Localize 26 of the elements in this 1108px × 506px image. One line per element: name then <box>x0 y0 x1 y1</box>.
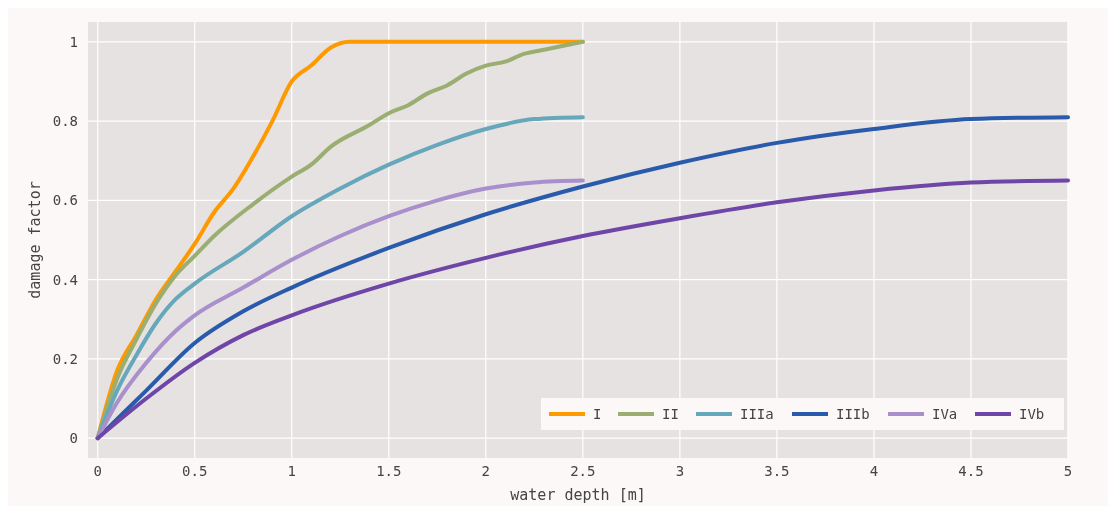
legend-label: IIIa <box>740 406 774 422</box>
x-tick-label: 3 <box>675 463 685 479</box>
x-tick-label: 4 <box>869 463 879 479</box>
legend-label: II <box>662 406 679 422</box>
y-axis-title: damage factor <box>26 181 44 299</box>
x-tick-label: 2 <box>481 463 491 479</box>
y-tick-label: 0.2 <box>52 350 78 367</box>
y-tick-label: 1 <box>69 33 78 50</box>
x-tick-label: 5 <box>1063 463 1073 479</box>
legend-label: IVa <box>932 406 958 422</box>
x-axis-title: water depth [m] <box>510 486 646 504</box>
x-tick-label: 3.5 <box>764 463 790 479</box>
x-tick-label: 0 <box>93 463 102 479</box>
y-tick-label: 0.8 <box>52 113 78 130</box>
x-tick-label: 1.5 <box>376 463 402 479</box>
x-tick-label: 4.5 <box>958 463 984 479</box>
x-tick-label: 0.5 <box>182 463 208 479</box>
y-tick-label: 0 <box>69 430 78 447</box>
legend-label: I <box>593 406 602 422</box>
y-tick-label: 0.4 <box>52 271 78 288</box>
y-tick-label: 0.6 <box>52 192 78 209</box>
legend-label: IIIb <box>836 406 870 422</box>
x-tick-label: 1 <box>287 463 296 479</box>
line-series <box>95 178 1070 441</box>
legend-label: IVb <box>1019 406 1045 422</box>
x-tick-label: 2.5 <box>570 463 596 479</box>
